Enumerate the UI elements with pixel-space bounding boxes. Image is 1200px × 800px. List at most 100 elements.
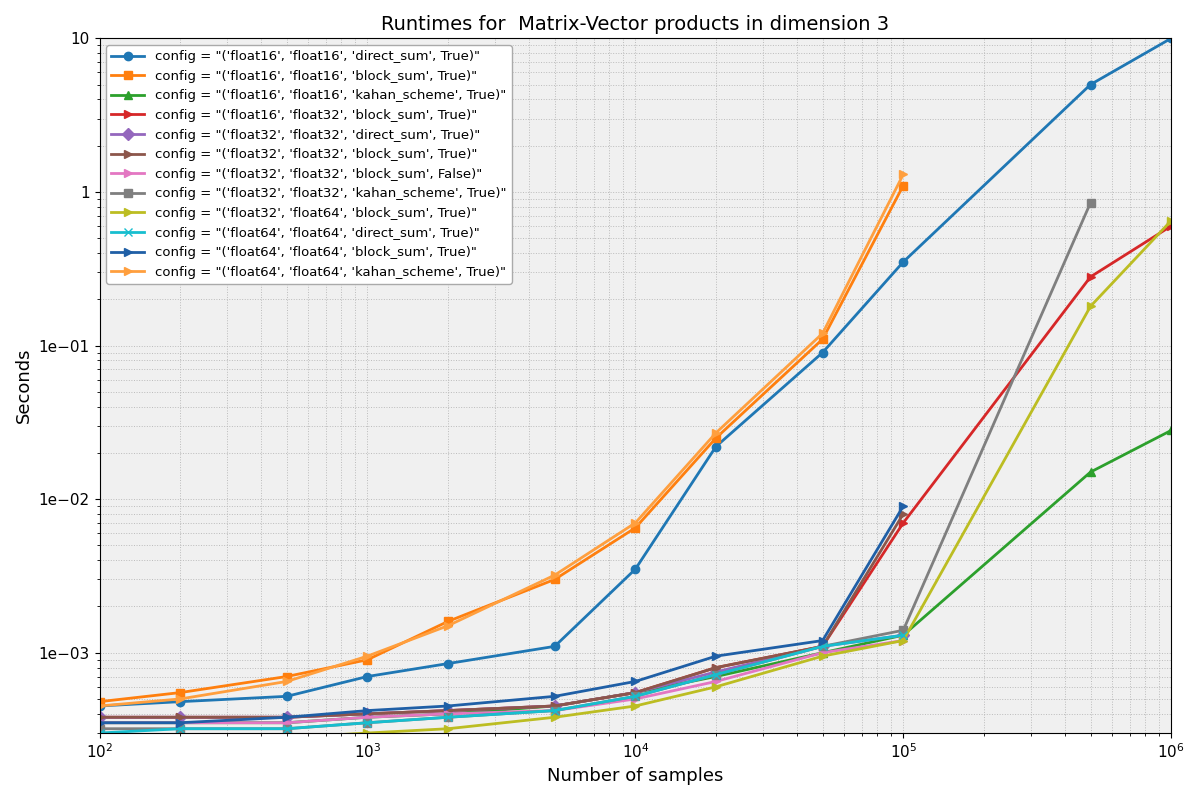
- config = "('float64', 'float64', 'kahan_scheme', True)": [896, 170, 911, 179]
- config = "('float64', 'float64', 'block_sum', True)": [92, 718, 107, 727]
- config = "('float64', 'float64', 'kahan_scheme', True)": [173, 694, 187, 704]
- config = "('float64', 'float64', 'direct_sum', True)": [92, 728, 107, 738]
- config = "('float32', 'float64', 'block_sum', True)": [280, 733, 294, 742]
- config = "('float32', 'float64', 'block_sum', True)": [709, 682, 724, 691]
- config = "('float32', 'float64', 'block_sum', True)": [1084, 302, 1098, 311]
- config = "('float64', 'float64', 'direct_sum', True)": [547, 706, 562, 715]
- config = "('float16', 'float16', 'block_sum', True)": [360, 655, 374, 665]
- config = "('float16', 'float16', 'block_sum', True)": [173, 688, 187, 698]
- config = "('float32', 'float32', 'block_sum', True)": [360, 709, 374, 718]
- config = "('float16', 'float16', 'direct_sum', True)": [896, 257, 911, 266]
- config = "('float16', 'float16', 'direct_sum', True)": [360, 672, 374, 682]
- config = "('float32', 'float64', 'block_sum', True)": [173, 733, 187, 742]
- config = "('float64', 'float64', 'kahan_scheme', True)": [360, 651, 374, 661]
- config = "('float32', 'float64', 'block_sum', True)": [816, 651, 830, 661]
- config = "('float16', 'float16', 'direct_sum', True)": [1084, 80, 1098, 90]
- Line: config = "('float16', 'float16', 'direct_sum', True)": config = "('float16', 'float16', 'direct…: [95, 34, 1175, 710]
- config = "('float32', 'float64', 'block_sum', True)": [628, 701, 642, 710]
- config = "('float16', 'float16', 'block_sum', True)": [440, 617, 455, 626]
- config = "('float32', 'float32', 'block_sum', True)": [816, 642, 830, 651]
- config = "('float64', 'float64', 'kahan_scheme', True)": [709, 428, 724, 438]
- config = "('float32', 'float32', 'kahan_scheme', True)": [280, 724, 294, 734]
- config = "('float32', 'float32', 'direct_sum', True)": [280, 713, 294, 722]
- config = "('float16', 'float16', 'block_sum', True)": [628, 523, 642, 533]
- config = "('float32', 'float32', 'kahan_scheme', True)": [92, 724, 107, 734]
- config = "('float16', 'float16', 'direct_sum', True)": [816, 348, 830, 358]
- config = "('float16', 'float16', 'kahan_scheme', True)": [360, 713, 374, 722]
- config = "('float16', 'float16', 'block_sum', True)": [709, 433, 724, 442]
- Line: config = "('float32', 'float32', 'block_sum', False)": config = "('float32', 'float32', 'block_…: [95, 636, 907, 727]
- config = "('float16', 'float16', 'block_sum', True)": [280, 672, 294, 682]
- config = "('float16', 'float16', 'kahan_scheme', True)": [440, 709, 455, 718]
- config = "('float32', 'float32', 'kahan_scheme', True)": [896, 626, 911, 635]
- config = "('float32', 'float32', 'block_sum', True)": [173, 713, 187, 722]
- config = "('float32', 'float32', 'block_sum', False)": [360, 713, 374, 722]
- config = "('float32', 'float32', 'block_sum', True)": [92, 713, 107, 722]
- config = "('float64', 'float64', 'block_sum', True)": [896, 502, 911, 511]
- config = "('float16', 'float16', 'direct_sum', True)": [547, 642, 562, 651]
- config = "('float16', 'float16', 'direct_sum', True)": [173, 697, 187, 706]
- config = "('float16', 'float16', 'block_sum', True)": [92, 697, 107, 706]
- config = "('float32', 'float64', 'block_sum', True)": [1164, 216, 1178, 226]
- Title: Runtimes for  Matrix-Vector products in dimension 3: Runtimes for Matrix-Vector products in d…: [382, 15, 889, 34]
- config = "('float32', 'float64', 'block_sum', True)": [360, 728, 374, 738]
- config = "('float64', 'float64', 'block_sum', True)": [360, 706, 374, 715]
- config = "('float64', 'float64', 'block_sum', True)": [628, 677, 642, 686]
- Line: config = "('float32', 'float32', 'direct_sum', True)": config = "('float32', 'float32', 'direct…: [95, 631, 907, 722]
- config = "('float32', 'float32', 'direct_sum', True)": [816, 642, 830, 651]
- config = "('float32', 'float32', 'kahan_scheme', True)": [173, 724, 187, 734]
- config = "('float64', 'float64', 'kahan_scheme', True)": [628, 518, 642, 528]
- config = "('float16', 'float32', 'block_sum', True)": [173, 713, 187, 722]
- config = "('float16', 'float32', 'block_sum', True)": [709, 662, 724, 672]
- config = "('float32', 'float32', 'direct_sum', True)": [709, 667, 724, 677]
- config = "('float32', 'float32', 'kahan_scheme', True)": [547, 706, 562, 715]
- Line: config = "('float16', 'float32', 'block_sum', True)": config = "('float16', 'float32', 'block_…: [95, 222, 1175, 722]
- config = "('float32', 'float32', 'block_sum', True)": [280, 713, 294, 722]
- config = "('float32', 'float32', 'direct_sum', True)": [547, 701, 562, 710]
- Line: config = "('float64', 'float64', 'direct_sum', True)": config = "('float64', 'float64', 'direct…: [95, 631, 907, 737]
- config = "('float64', 'float64', 'direct_sum', True)": [280, 724, 294, 734]
- config = "('float64', 'float64', 'direct_sum', True)": [816, 642, 830, 651]
- config = "('float64', 'float64', 'kahan_scheme', True)": [440, 621, 455, 630]
- config = "('float16', 'float32', 'block_sum', True)": [896, 518, 911, 528]
- config = "('float32', 'float32', 'block_sum', True)": [628, 688, 642, 698]
- Line: config = "('float64', 'float64', 'block_sum', True)": config = "('float64', 'float64', 'block_…: [95, 502, 907, 727]
- Line: config = "('float16', 'float16', 'block_sum', True)": config = "('float16', 'float16', 'block_…: [95, 182, 907, 706]
- config = "('float16', 'float16', 'direct_sum', True)": [628, 564, 642, 574]
- config = "('float32', 'float32', 'kahan_scheme', True)": [628, 691, 642, 701]
- config = "('float16', 'float32', 'block_sum', True)": [440, 706, 455, 715]
- config = "('float16', 'float16', 'direct_sum', True)": [92, 701, 107, 710]
- config = "('float16', 'float16', 'kahan_scheme', True)": [547, 701, 562, 710]
- config = "('float32', 'float32', 'block_sum', False)": [709, 677, 724, 686]
- config = "('float16', 'float32', 'block_sum', True)": [280, 713, 294, 722]
- config = "('float16', 'float32', 'block_sum', True)": [360, 709, 374, 718]
- Legend: config = "('float16', 'float16', 'direct_sum', True)", config = "('float16', 'fl: config = "('float16', 'float16', 'direct…: [106, 45, 511, 284]
- config = "('float16', 'float16', 'kahan_scheme', True)": [92, 718, 107, 727]
- config = "('float16', 'float16', 'block_sum', True)": [896, 181, 911, 190]
- config = "('float64', 'float64', 'block_sum', True)": [547, 691, 562, 701]
- config = "('float32', 'float32', 'direct_sum', True)": [173, 713, 187, 722]
- config = "('float32', 'float32', 'block_sum', False)": [816, 648, 830, 658]
- Line: config = "('float32', 'float32', 'kahan_scheme', True)": config = "('float32', 'float32', 'kahan_…: [95, 198, 1094, 733]
- config = "('float64', 'float64', 'block_sum', True)": [709, 651, 724, 661]
- config = "('float64', 'float64', 'kahan_scheme', True)": [92, 701, 107, 710]
- config = "('float16', 'float16', 'kahan_scheme', True)": [173, 718, 187, 727]
- config = "('float32', 'float32', 'block_sum', True)": [440, 706, 455, 715]
- config = "('float32', 'float32', 'block_sum', False)": [173, 718, 187, 727]
- config = "('float16', 'float16', 'kahan_scheme', True)": [1164, 426, 1178, 435]
- config = "('float32', 'float32', 'direct_sum', True)": [628, 688, 642, 698]
- config = "('float16', 'float16', 'block_sum', True)": [547, 574, 562, 584]
- config = "('float64', 'float64', 'direct_sum', True)": [896, 630, 911, 640]
- config = "('float32', 'float64', 'block_sum', True)": [896, 636, 911, 646]
- config = "('float32', 'float64', 'block_sum', True)": [440, 724, 455, 734]
- config = "('float64', 'float64', 'direct_sum', True)": [628, 691, 642, 701]
- config = "('float32', 'float32', 'block_sum', False)": [896, 636, 911, 646]
- config = "('float16', 'float32', 'block_sum', True)": [1164, 222, 1178, 231]
- config = "('float32', 'float32', 'block_sum', True)": [896, 510, 911, 519]
- config = "('float64', 'float64', 'direct_sum', True)": [440, 713, 455, 722]
- config = "('float64', 'float64', 'block_sum', True)": [440, 701, 455, 710]
- config = "('float32', 'float32', 'block_sum', False)": [547, 706, 562, 715]
- config = "('float32', 'float64', 'block_sum', True)": [547, 713, 562, 722]
- config = "('float32', 'float32', 'block_sum', True)": [709, 662, 724, 672]
- config = "('float32', 'float32', 'direct_sum', True)": [440, 706, 455, 715]
